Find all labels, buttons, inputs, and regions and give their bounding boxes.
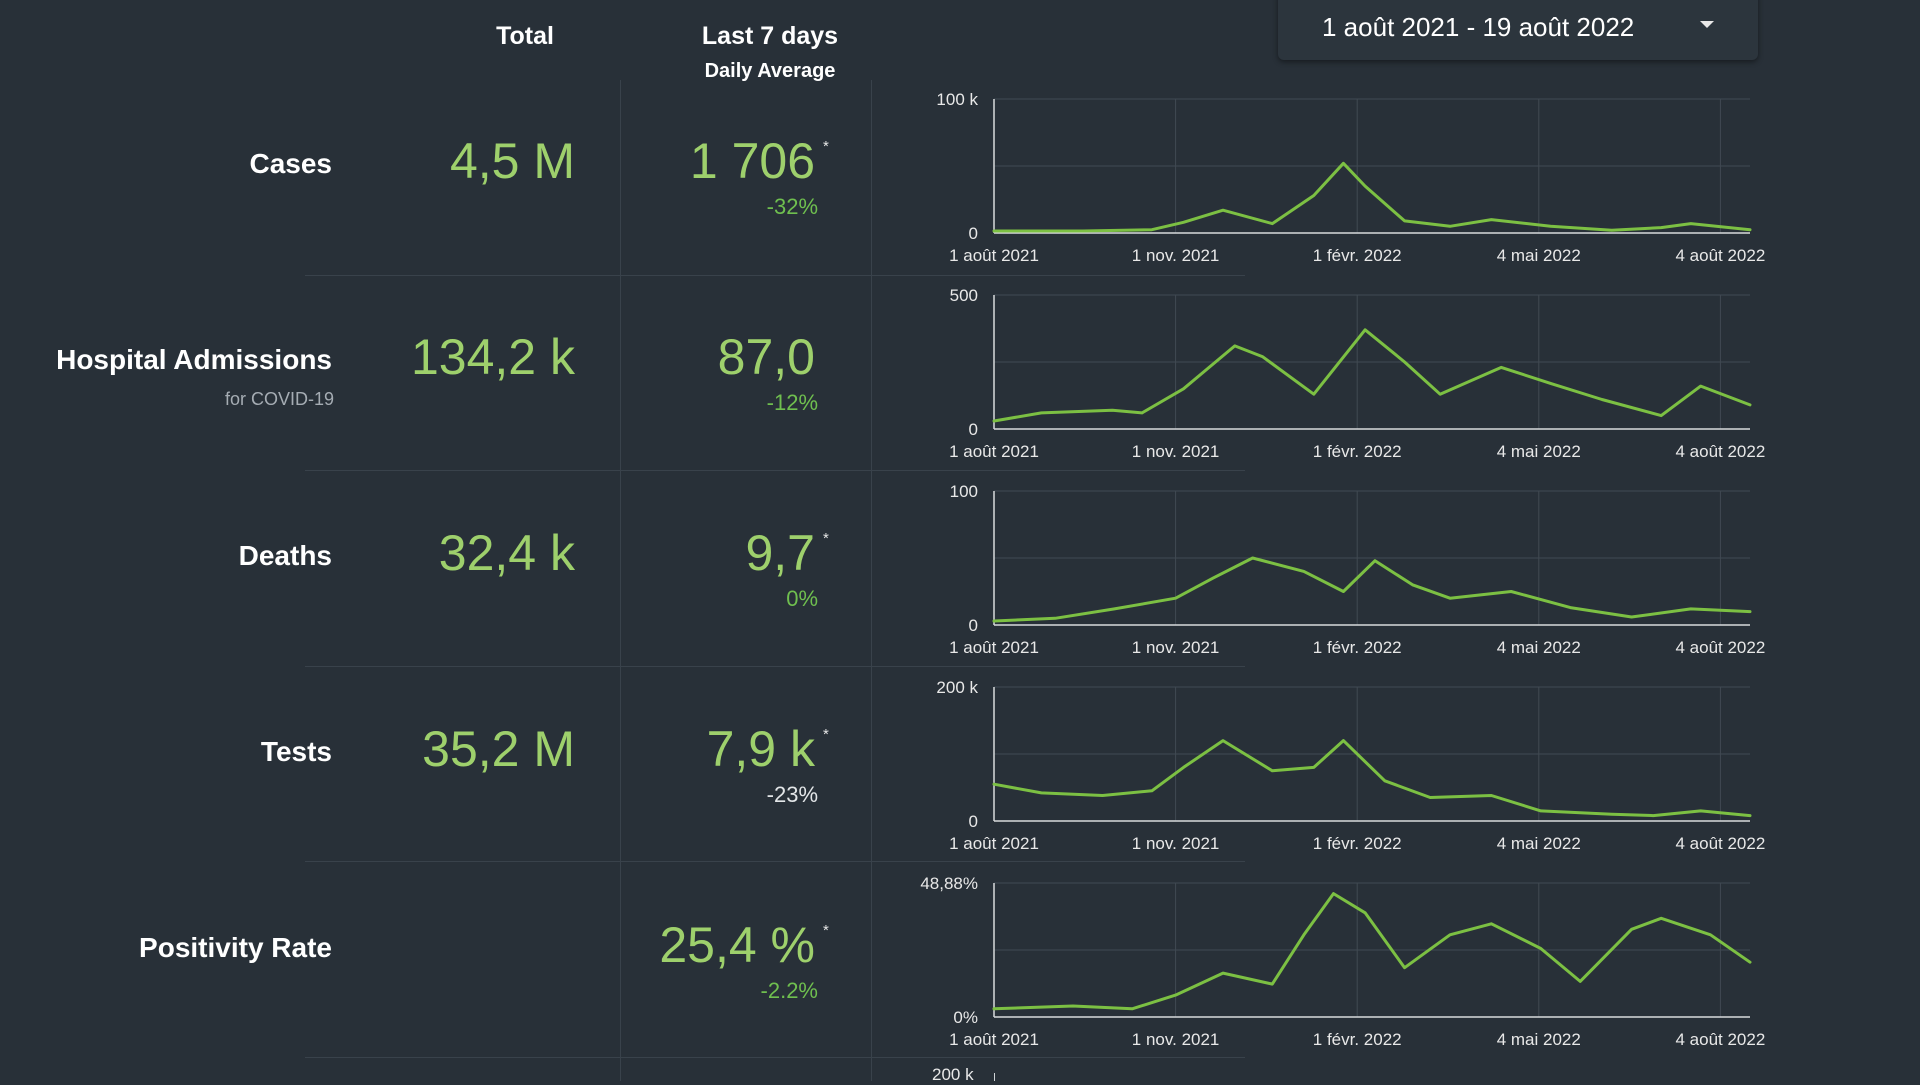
y-tick-label: 48,88%	[920, 874, 978, 893]
series-line	[992, 739, 1752, 818]
total-value-tests: 35,2 M	[422, 721, 575, 777]
hospital-chart: 500 0 1 août 2021 1 nov. 2021 1 févr. 2022 4 …	[949, 286, 1765, 461]
average-value-tests: 7,9 k	[706, 721, 815, 777]
row-label-hospital-admissions: Hospital Admissions	[56, 344, 332, 375]
x-tick-label: 4 mai 2022	[1497, 834, 1581, 853]
x-tick-label: 1 févr. 2022	[1313, 442, 1402, 461]
row-divider	[305, 1057, 1245, 1058]
next-chart-y-max-label: 200 k	[932, 1065, 974, 1084]
x-tick-label: 4 août 2022	[1675, 246, 1765, 265]
x-tick-label: 4 août 2022	[1675, 834, 1765, 853]
asterisk-deaths: *	[823, 530, 829, 547]
deaths-chart: 100 0 1 août 2021 1 nov. 2021 1 févr. 2022 4 …	[949, 482, 1765, 657]
x-tick-label: 1 févr. 2022	[1313, 246, 1402, 265]
x-tick-label: 4 mai 2022	[1497, 638, 1581, 657]
average-value-cases: 1 706	[689, 133, 815, 189]
row-sublabel-for-covid-19: for COVID-19	[224, 389, 334, 409]
y-tick-label: 0	[969, 224, 978, 243]
total-value-hospital-admissions: 134,2 k	[410, 329, 575, 385]
x-tick-label: 1 nov. 2021	[1132, 834, 1220, 853]
column-divider-average	[871, 80, 872, 1081]
y-tick-label: 100 k	[936, 90, 978, 109]
total-value-deaths: 32,4 k	[438, 525, 575, 581]
x-tick-label: 4 août 2022	[1675, 1030, 1765, 1049]
tests-chart: 200 k 0 1 août 2021 1 nov. 2021 1 févr. 2022…	[936, 678, 1765, 853]
x-tick-label: 4 mai 2022	[1497, 442, 1581, 461]
y-tick-label: 100	[950, 482, 978, 501]
column-subheader-daily-average: Daily Average	[704, 60, 836, 82]
x-tick-label: 1 nov. 2021	[1132, 1030, 1220, 1049]
change-value-positivity-rate: -2.2%	[760, 978, 818, 1003]
x-tick-label: 1 août 2021	[949, 442, 1039, 461]
x-tick-label: 4 août 2022	[1675, 442, 1765, 461]
series-line	[992, 161, 1752, 233]
column-header-total: Total	[496, 22, 554, 50]
average-value-positivity-rate: 25,4 %	[659, 917, 815, 973]
change-value-deaths: 0%	[786, 586, 818, 611]
row-divider	[305, 861, 1245, 862]
date-range-picker[interactable]: 1 août 2021 - 19 août 2022	[1278, 0, 1758, 60]
average-value-deaths: 9,7	[745, 525, 815, 581]
date-range-value: 1 août 2021 - 19 août 2022	[1322, 12, 1635, 42]
asterisk-tests: *	[823, 726, 829, 743]
row-divider	[305, 275, 1245, 276]
caret-down-icon[interactable]	[1700, 21, 1714, 28]
column-divider-total	[620, 80, 621, 1081]
x-tick-label: 1 août 2021	[949, 834, 1039, 853]
x-tick-label: 1 nov. 2021	[1132, 246, 1220, 265]
change-value-cases: -32%	[766, 194, 818, 219]
column-header-last-7-days: Last 7 days	[701, 22, 839, 50]
x-tick-label: 1 août 2021	[949, 1030, 1039, 1049]
y-tick-label: 0	[969, 812, 978, 831]
cases-chart: 100 k 0 1 août 2021 1 nov. 2021 1 févr. 2022…	[936, 90, 1765, 265]
change-value-tests: -23%	[766, 782, 818, 807]
x-tick-label: 1 févr. 2022	[1313, 1030, 1402, 1049]
positivity-chart: 48,88% 0% 1 août 2021 1 nov. 2021 1 févr. 20…	[920, 874, 1765, 1049]
row-label-tests: Tests	[260, 736, 332, 767]
x-tick-label: 4 mai 2022	[1497, 246, 1581, 265]
x-tick-label: 1 févr. 2022	[1313, 834, 1402, 853]
y-tick-label: 0%	[953, 1008, 978, 1027]
x-tick-label: 4 août 2022	[1675, 638, 1765, 657]
next-chart-axis	[994, 1073, 995, 1081]
row-label-deaths: Deaths	[238, 540, 332, 571]
row-label-positivity-rate: Positivity Rate	[139, 932, 332, 963]
y-tick-label: 500	[950, 286, 978, 305]
row-divider	[305, 470, 1245, 471]
y-tick-label: 200 k	[936, 678, 978, 697]
y-tick-label: 0	[969, 420, 978, 439]
change-value-hospital-admissions: -12%	[766, 390, 818, 415]
x-tick-label: 1 août 2021	[949, 638, 1039, 657]
asterisk-positivity-rate: *	[823, 922, 829, 939]
row-label-cases: Cases	[249, 148, 332, 179]
asterisk-cases: *	[823, 138, 829, 155]
average-value-hospital-admissions: 87,0	[717, 329, 815, 385]
x-tick-label: 1 nov. 2021	[1132, 442, 1220, 461]
total-value-cases: 4,5 M	[449, 133, 575, 189]
x-tick-label: 1 févr. 2022	[1313, 638, 1402, 657]
series-line	[992, 892, 1752, 1011]
x-tick-label: 1 août 2021	[949, 246, 1039, 265]
row-divider	[305, 666, 1245, 667]
y-tick-label: 0	[969, 616, 978, 635]
x-tick-label: 4 mai 2022	[1497, 1030, 1581, 1049]
series-line	[992, 556, 1752, 623]
series-line	[992, 328, 1752, 423]
x-tick-label: 1 nov. 2021	[1132, 638, 1220, 657]
